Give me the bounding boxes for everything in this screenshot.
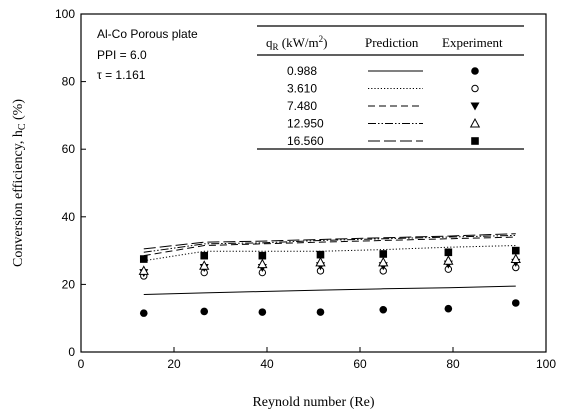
legend-series-name: 12.950 bbox=[287, 117, 324, 131]
x-tick-label: 60 bbox=[353, 357, 367, 371]
legend-header-q-symbol: q bbox=[266, 35, 273, 50]
experiment-point bbox=[200, 251, 209, 260]
experiment-point bbox=[258, 308, 267, 316]
prediction-line bbox=[143, 285, 516, 296]
experiment-point bbox=[511, 246, 520, 255]
plot-frame bbox=[80, 13, 547, 353]
y-tick-label: 0 bbox=[68, 345, 75, 359]
experiment-point bbox=[379, 305, 388, 314]
legend-series-name: 7.480 bbox=[287, 99, 317, 113]
experiment-point bbox=[443, 255, 454, 265]
x-axis-title: Reynold number (Re) bbox=[252, 395, 374, 410]
legend-rows: 0.988 3.610 7.480 12.950 16.560 bbox=[287, 64, 481, 148]
experiment-point bbox=[257, 258, 268, 269]
annotation-ppi: PPI = 6.0 bbox=[97, 48, 147, 62]
experiment-point bbox=[315, 256, 326, 267]
x-tick-label: 0 bbox=[78, 357, 85, 371]
experiment-point bbox=[139, 255, 148, 263]
annotation-material: Al-Co Porous plate bbox=[97, 27, 198, 41]
legend-marker-sample bbox=[471, 67, 479, 75]
y-tick-label: 40 bbox=[62, 210, 76, 224]
legend-marker-sample bbox=[470, 102, 480, 111]
legend-series-name: 16.560 bbox=[287, 134, 324, 148]
experiment-point bbox=[511, 299, 520, 307]
experiment-point bbox=[316, 308, 325, 316]
prediction-line bbox=[143, 233, 516, 250]
legend-series-name: 0.988 bbox=[287, 64, 317, 78]
legend-marker-sample bbox=[471, 137, 479, 145]
legend-marker-sample bbox=[471, 84, 479, 93]
x-tick-label: 80 bbox=[446, 357, 460, 371]
legend-header-q-unit: (kW/m bbox=[279, 35, 319, 50]
x-tick-label: 100 bbox=[536, 357, 556, 371]
experiment-point bbox=[510, 253, 521, 264]
legend: qR (kW/m2) Prediction Experiment 0.988 3.… bbox=[257, 25, 524, 150]
y-tick-label: 100 bbox=[55, 7, 75, 21]
legend-header-experiment: Experiment bbox=[442, 35, 503, 50]
legend-header-q: qR (kW/m2) bbox=[266, 34, 327, 52]
legend-header-q-subscript: R bbox=[273, 42, 279, 52]
prediction-line bbox=[143, 245, 516, 262]
experiment-point bbox=[379, 250, 388, 258]
annotation-tau: τ = 1.161 bbox=[97, 68, 146, 82]
experiment-point bbox=[316, 250, 325, 259]
experiment-point bbox=[258, 251, 267, 260]
experiment-point bbox=[139, 309, 148, 317]
legend-header-prediction: Prediction bbox=[365, 35, 419, 50]
legend-series-name: 3.610 bbox=[287, 82, 317, 96]
legend-header-q-superscript: 2 bbox=[319, 34, 324, 44]
y-tick-label: 60 bbox=[62, 142, 76, 156]
x-tick-label: 20 bbox=[167, 357, 181, 371]
experiment-point bbox=[378, 256, 389, 267]
legend-header-q-close: ) bbox=[323, 35, 327, 50]
experiment-point bbox=[138, 265, 149, 275]
prediction-line bbox=[143, 236, 516, 257]
experiment-markers bbox=[138, 246, 521, 317]
y-axis-title-main: Conversion efficiency, h bbox=[11, 130, 26, 267]
experiment-point bbox=[444, 304, 453, 313]
y-axis-title: Conversion efficiency, hC (%) bbox=[11, 99, 28, 267]
experiment-point bbox=[444, 248, 453, 257]
prediction-line bbox=[143, 234, 516, 253]
experiment-point bbox=[200, 307, 209, 316]
y-tick-label: 80 bbox=[62, 75, 76, 89]
y-axis-title-unit: (%) bbox=[11, 99, 26, 124]
prediction-lines bbox=[143, 233, 516, 296]
y-axis-title-subscript: C bbox=[17, 123, 28, 130]
x-tick-label: 40 bbox=[260, 357, 274, 371]
experiment-point bbox=[199, 260, 210, 270]
legend-marker-sample bbox=[469, 117, 481, 128]
y-tick-label: 20 bbox=[62, 277, 76, 291]
